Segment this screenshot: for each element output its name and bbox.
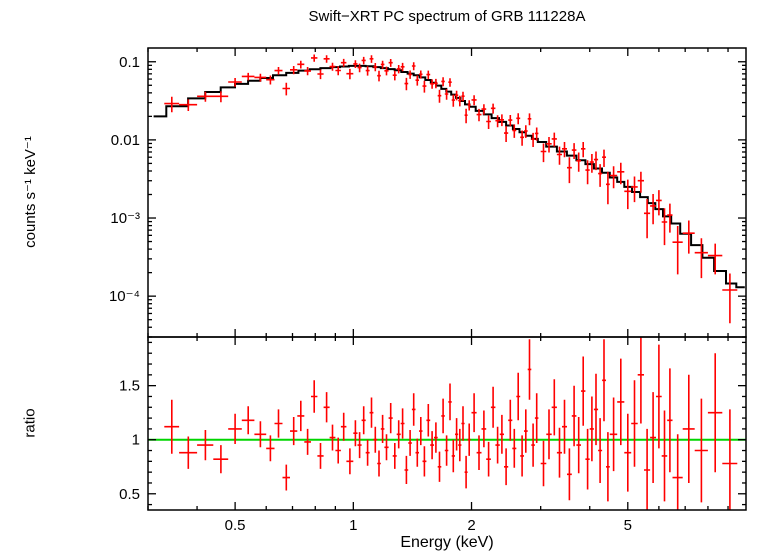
axis-ticks [147, 48, 746, 510]
y-tick-label: 0.1 [119, 54, 140, 71]
y-tick-label: 1 [132, 432, 140, 449]
x-tick-label: 2 [467, 517, 475, 534]
model-step-line [153, 64, 745, 289]
ratio-data-points [164, 337, 738, 510]
y-tick-label: 1.5 [119, 378, 140, 395]
x-axis-label: Energy (keV) [400, 534, 494, 551]
tick-labels: 0.5 1 2 5 0.1 0.01 10⁻³ 10⁻⁴ 0.5 1 1.5 [109, 54, 632, 534]
x-tick-label: 1 [349, 517, 357, 534]
spectrum-data-points [164, 54, 738, 324]
x-tick-label: 5 [624, 517, 632, 534]
y-tick-label: 0.5 [119, 486, 140, 503]
y-tick-label: 10⁻³ [110, 210, 140, 227]
y-tick-label: 0.01 [111, 132, 140, 149]
chart-title: Swift−XRT PC spectrum of GRB 111228A [308, 8, 586, 25]
x-tick-label: 0.5 [225, 517, 246, 534]
y-tick-label: 10⁻⁴ [109, 288, 140, 305]
ratio-panel-frame [147, 336, 747, 511]
